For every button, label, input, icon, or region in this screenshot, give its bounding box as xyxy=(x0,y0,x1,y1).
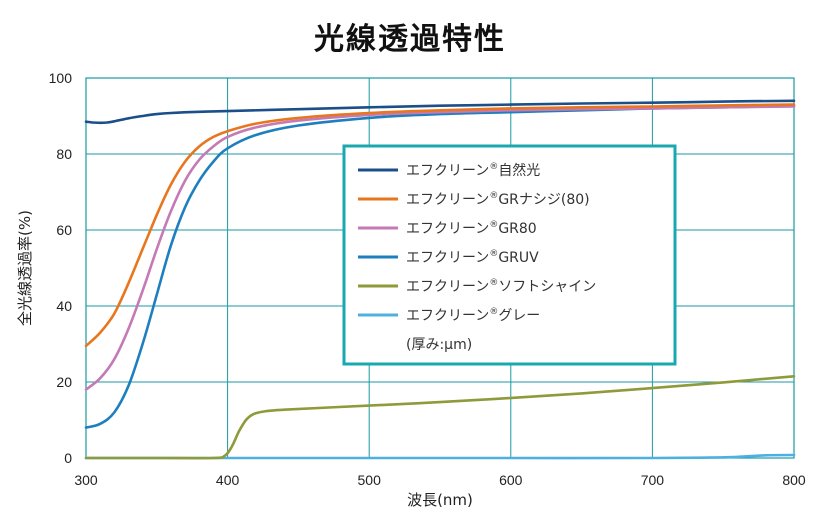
x-tick-label: 400 xyxy=(216,472,240,488)
series-line-0 xyxy=(84,99,796,125)
legend-label-main: エフクリーン xyxy=(406,221,489,237)
y-tick-label: 80 xyxy=(56,146,72,162)
series-line-1 xyxy=(84,103,796,348)
legend-label-3: エフクリーン®GRUV xyxy=(406,249,539,266)
x-axis-label: 波長(nm) xyxy=(407,491,473,509)
legend-label-2: エフクリーン®GR80 xyxy=(406,220,537,237)
legend-label-sup: ® xyxy=(489,220,498,230)
series-line-4 xyxy=(84,375,796,460)
legend-label-main: エフクリーン xyxy=(406,163,489,179)
legend-label-main: エフクリーン xyxy=(406,250,489,266)
legend-label-rest: ソフトシャイン xyxy=(498,279,596,295)
legend-label-rest: GRUV xyxy=(498,250,539,266)
legend-label-main: エフクリーン xyxy=(406,192,489,208)
legend-label-5: エフクリーン®グレー xyxy=(406,307,540,324)
y-tick-labels: 0 20 40 60 80 100 xyxy=(49,70,73,466)
x-tick-label: 600 xyxy=(499,472,523,488)
x-tick-label: 300 xyxy=(74,472,98,488)
legend: エフクリーン®自然光エフクリーン®GRナシジ(80)エフクリーン®GR80エフク… xyxy=(342,144,677,366)
series-line-2 xyxy=(84,105,796,391)
x-tick-label: 800 xyxy=(782,472,806,488)
legend-label-sup: ® xyxy=(489,191,498,201)
series-lines xyxy=(84,99,796,460)
x-tick-label: 500 xyxy=(358,472,382,488)
y-tick-label: 40 xyxy=(56,298,72,314)
legend-label-sup: ® xyxy=(489,278,498,288)
series-line-5 xyxy=(84,453,796,460)
y-tick-label: 20 xyxy=(56,374,72,390)
y-axis-label: 全光線透過率(%) xyxy=(16,210,34,326)
legend-box xyxy=(342,144,677,366)
legend-label-4: エフクリーン®ソフトシャイン xyxy=(406,278,596,295)
y-tick-label: 100 xyxy=(49,70,73,86)
legend-label-rest: GR80 xyxy=(498,221,536,237)
x-tick-label: 700 xyxy=(641,472,665,488)
y-tick-label: 60 xyxy=(56,222,72,238)
legend-label-1: エフクリーン®GRナシジ(80) xyxy=(406,191,590,208)
legend-label-0: エフクリーン®自然光 xyxy=(406,162,540,179)
x-tick-labels: 300 400 500 600 700 800 xyxy=(74,472,806,488)
legend-label-main: エフクリーン xyxy=(406,279,489,295)
chart-title: 光線透過特性 xyxy=(314,22,506,57)
legend-label-rest: 自然光 xyxy=(498,162,540,179)
legend-label-sup: ® xyxy=(489,249,498,259)
legend-note: (厚み:μm) xyxy=(406,337,472,353)
legend-label-main: エフクリーン xyxy=(406,308,489,324)
legend-label-sup: ® xyxy=(489,307,498,317)
legend-label-sup: ® xyxy=(489,162,498,172)
legend-label-rest: グレー xyxy=(498,308,540,324)
legend-label-rest: GRナシジ(80) xyxy=(498,192,589,208)
y-tick-label: 0 xyxy=(64,450,72,466)
